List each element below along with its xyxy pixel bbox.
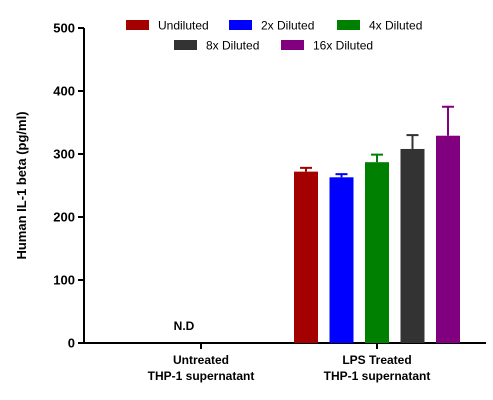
category-label: Untreated bbox=[173, 353, 229, 367]
bar bbox=[365, 162, 389, 343]
bar bbox=[329, 177, 354, 343]
category-label: THP-1 supernatant bbox=[324, 369, 431, 383]
legend-entry-label: 16x Diluted bbox=[313, 39, 373, 53]
legend-swatch bbox=[229, 20, 252, 30]
chart-labels: 0 100 200 300 400 500 Human IL-1 beta (pg/ml) U… bbox=[14, 21, 430, 384]
legend-swatch bbox=[126, 20, 149, 30]
legend-swatch bbox=[281, 40, 304, 50]
legend-entry-label: 2x Diluted bbox=[261, 19, 314, 33]
not-detected-annotation: N.D bbox=[174, 319, 195, 333]
y-tick-label: 400 bbox=[53, 84, 75, 99]
y-tick-label: 500 bbox=[53, 21, 75, 36]
y-tick-label: 300 bbox=[53, 147, 75, 162]
category-label: THP-1 supernatant bbox=[148, 369, 255, 383]
chart-bars bbox=[294, 105, 460, 343]
category-label: LPS Treated bbox=[342, 353, 411, 367]
y-tick-label: 200 bbox=[53, 210, 75, 225]
legend-swatch bbox=[337, 20, 360, 30]
bar bbox=[400, 148, 425, 343]
bar bbox=[436, 135, 460, 343]
legend-entry-label: Undiluted bbox=[158, 19, 209, 33]
legend-swatch bbox=[174, 40, 197, 50]
legend-entry-label: 4x Diluted bbox=[369, 19, 422, 33]
chart-axes bbox=[78, 27, 486, 349]
y-tick-label: 0 bbox=[68, 336, 75, 351]
y-axis-title: Human IL-1 beta (pg/ml) bbox=[14, 111, 29, 259]
bar bbox=[294, 171, 318, 343]
chart-legend: Undiluted 2x Diluted 4x Diluted 8x Diluted 1… bbox=[126, 19, 422, 53]
legend-entry-label: 8x Diluted bbox=[206, 39, 259, 53]
y-tick-label: 100 bbox=[53, 273, 75, 288]
